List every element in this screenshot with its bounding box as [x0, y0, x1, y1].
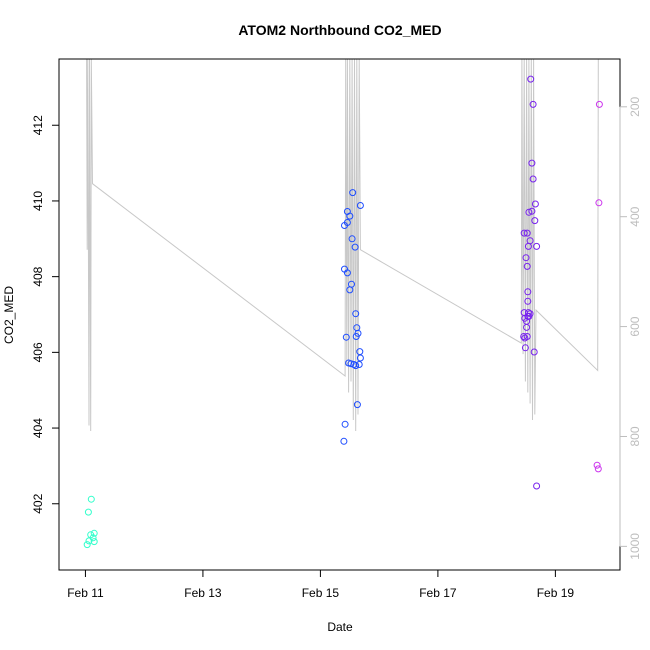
data-point — [352, 310, 360, 318]
secondary-tick-label: 800 — [628, 426, 642, 446]
x-axis: Feb 11 Feb 13 Feb 15 Feb 17 Feb 19 — [67, 569, 575, 600]
data-point — [523, 262, 531, 270]
data-point — [527, 75, 535, 83]
x-tick-label: Feb 15 — [302, 586, 340, 600]
data-point — [83, 541, 91, 549]
x-tick-label: Feb 13 — [184, 586, 222, 600]
data-point — [520, 229, 528, 237]
x-tick-label: Feb 19 — [537, 586, 575, 600]
data-point — [595, 100, 603, 108]
data-point — [353, 324, 361, 332]
data-point — [340, 437, 348, 445]
data-point — [529, 100, 537, 108]
data-point — [523, 323, 531, 331]
data-point — [593, 461, 601, 469]
data-point — [533, 482, 541, 490]
data-point — [530, 348, 538, 356]
data-point — [342, 333, 350, 341]
data-point — [352, 333, 360, 340]
data-point — [352, 362, 360, 370]
data-point — [355, 361, 363, 368]
data-point — [85, 537, 93, 545]
data-point — [347, 360, 355, 368]
data-point — [528, 207, 536, 215]
data-point — [594, 465, 602, 473]
data-point — [525, 208, 533, 216]
data-point — [87, 495, 95, 503]
data-point — [356, 354, 364, 362]
secondary-tick-label: 600 — [628, 316, 642, 336]
data-point — [90, 529, 98, 537]
x-tick-label: Feb 17 — [419, 586, 457, 600]
x-axis-label: Date — [327, 620, 353, 634]
y-tick-label: 410 — [31, 191, 45, 211]
data-point — [524, 297, 532, 305]
data-point — [90, 538, 98, 546]
data-point — [529, 175, 537, 183]
data-point — [531, 217, 539, 225]
data-point — [523, 333, 531, 340]
data-point — [531, 200, 539, 208]
secondary-y-axis: 200 400 600 800 1000 — [619, 96, 642, 560]
data-point — [356, 202, 364, 209]
data-point — [533, 242, 541, 250]
points-layer — [83, 75, 603, 549]
data-point — [520, 333, 528, 340]
secondary-tick-label: 1000 — [628, 533, 642, 560]
y-axis-label: CO2_MED — [2, 286, 16, 344]
y-axis: 402 404 406 408 410 412 — [31, 115, 60, 514]
data-point — [350, 361, 358, 368]
data-point — [521, 344, 529, 352]
y-tick-label: 406 — [31, 342, 45, 362]
data-point — [351, 243, 359, 251]
secondary-series-line — [86, 58, 599, 432]
data-point — [346, 212, 354, 220]
data-point — [524, 309, 532, 317]
data-point — [522, 254, 530, 262]
data-point — [341, 222, 348, 229]
data-point — [349, 189, 357, 197]
data-point — [84, 508, 92, 516]
data-point — [523, 229, 531, 237]
data-point — [595, 199, 603, 207]
data-point — [346, 286, 354, 294]
y-tick-label: 402 — [31, 493, 45, 513]
x-tick-label: Feb 11 — [67, 586, 104, 600]
data-point — [528, 159, 536, 167]
y-tick-label: 408 — [31, 266, 45, 286]
chart-title: ATOM2 Northbound CO2_MED — [238, 22, 441, 38]
data-point — [343, 269, 351, 277]
secondary-tick-label: 200 — [628, 96, 642, 116]
data-point — [341, 420, 349, 428]
y-tick-label: 412 — [31, 115, 45, 135]
data-point — [524, 242, 532, 250]
secondary-tick-label: 400 — [628, 206, 642, 226]
y-tick-label: 404 — [31, 418, 45, 438]
data-point — [524, 288, 532, 296]
data-point — [353, 401, 361, 409]
secondary-line-layer — [86, 58, 599, 432]
data-point — [348, 235, 356, 243]
